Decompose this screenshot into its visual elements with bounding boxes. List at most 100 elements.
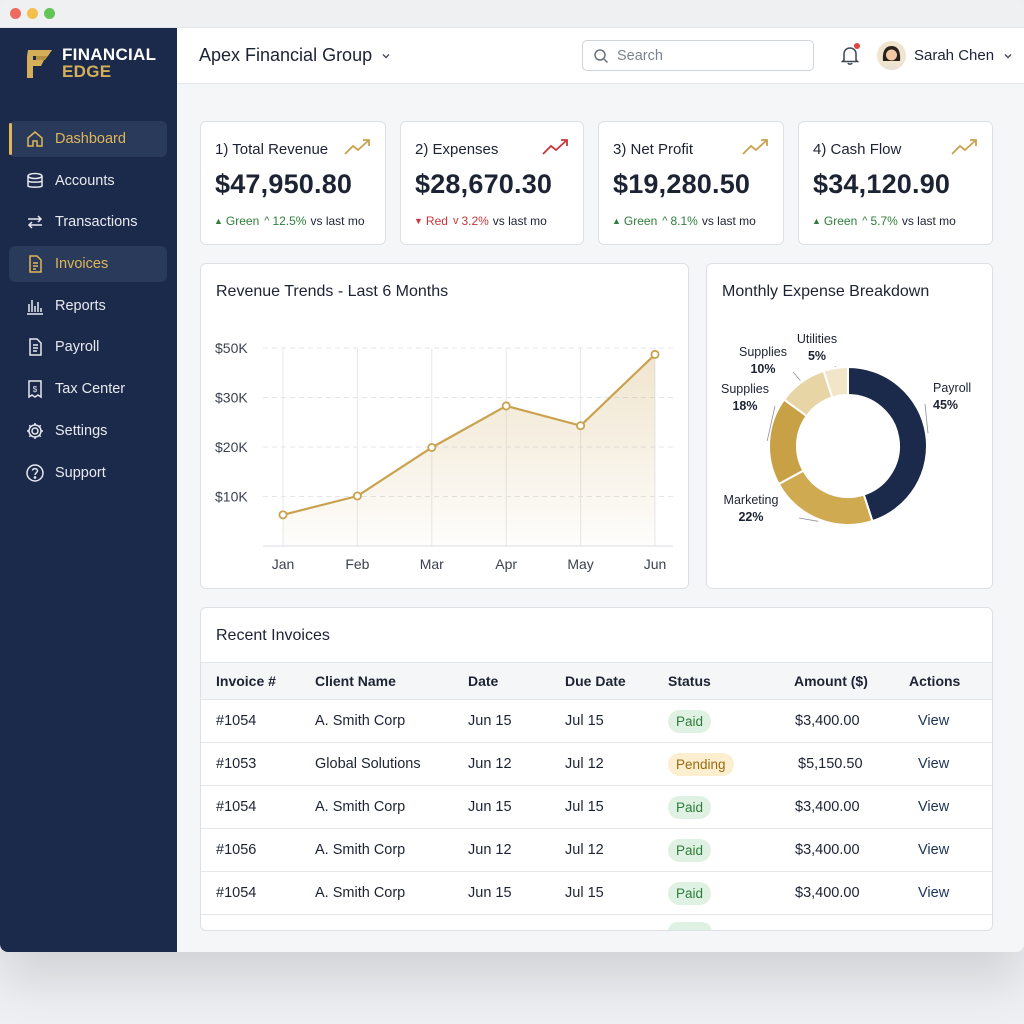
donut-slice[interactable]	[847, 365, 928, 523]
next-row-peek	[668, 922, 712, 930]
kpi-delta: ▲ Green ^ 8.1% vs last mo	[612, 214, 756, 228]
kpi-title: 2) Expenses	[415, 141, 499, 158]
slice-leader-line	[792, 371, 801, 381]
caret-up-icon: ^	[662, 215, 668, 227]
notifications-button[interactable]	[839, 43, 861, 66]
revenue-data-point[interactable]	[650, 349, 660, 359]
revenue-data-point[interactable]	[427, 442, 437, 452]
due-date: Jul 15	[565, 885, 604, 901]
sidebar-item-tax-center[interactable]: $ Tax Center	[9, 371, 167, 407]
kpi-delta-label: Red	[425, 214, 448, 228]
bell-icon	[840, 47, 860, 65]
x-tick-label: Jun	[644, 556, 667, 572]
amount: $3,400.00	[795, 799, 860, 815]
triangle-up-icon: ▲	[612, 216, 621, 226]
kpi-value: $19,280.50	[613, 169, 751, 199]
slice-percent-label: 10%	[750, 362, 775, 376]
donut-slice[interactable]	[777, 469, 874, 526]
kpi-value: $28,670.30	[415, 169, 553, 199]
table-row[interactable]: #1053 Global Solutions Jun 12 Jul 12 Pen…	[201, 743, 992, 786]
maximize-window-button[interactable]	[44, 8, 55, 19]
sidebar-nav: Dashboard Accounts Transactions Invoices…	[9, 121, 167, 496]
invoice-number: #1054	[216, 799, 257, 815]
brand-logo[interactable]: FINANCIAL EDGE	[24, 46, 156, 80]
table-row[interactable]: #1054 A. Smith Corp Jun 15 Jul 15 Paid $…	[201, 872, 992, 915]
sidebar-item-dashboard[interactable]: Dashboard	[9, 121, 167, 157]
table-row[interactable]: #1054 A. Smith Corp Jun 15 Jul 15 Paid $…	[201, 786, 992, 829]
trend-up-icon	[344, 139, 370, 155]
revenue-data-point[interactable]	[576, 421, 586, 431]
sidebar-item-transactions[interactable]: Transactions	[9, 204, 167, 240]
search-input[interactable]: Search	[582, 40, 814, 71]
expense-donut-chart: Payroll 45% Marketing 22% Supplies 18% Supplie…	[721, 332, 971, 526]
view-link[interactable]: View	[918, 756, 950, 772]
client-name: A. Smith Corp	[315, 713, 406, 729]
minimize-window-button[interactable]	[27, 8, 38, 19]
brand-line-2: EDGE	[62, 62, 112, 81]
slice-leader-line	[766, 405, 776, 442]
triangle-up-icon: ▲	[812, 216, 821, 226]
donut-slice[interactable]	[822, 365, 849, 399]
search-placeholder: Search	[617, 47, 663, 64]
sidebar-item-invoices[interactable]: Invoices	[9, 246, 167, 283]
kpi-delta: ▲ Green ^ 5.7% vs last mo	[812, 214, 956, 228]
trend-up-icon	[542, 139, 568, 155]
view-link[interactable]: View	[918, 713, 950, 729]
table-row[interactable]: #1054 A. Smith Corp Jun 15 Jul 15 Paid $…	[201, 700, 992, 743]
view-link[interactable]: View	[918, 799, 950, 815]
amount: $3,400.00	[795, 842, 860, 858]
company-selector[interactable]: Apex Financial Group	[199, 45, 392, 66]
payroll-document-icon	[25, 337, 45, 357]
kpi-delta: ▲ Green ^ 12.5% vs last mo	[214, 214, 365, 228]
status-badge: Paid	[668, 881, 712, 905]
amount: $5,150.50	[798, 756, 863, 772]
sidebar-item-settings[interactable]: Settings	[9, 413, 167, 449]
revenue-data-point[interactable]	[352, 491, 362, 501]
revenue-data-point[interactable]	[278, 510, 288, 520]
column-header-invoice[interactable]: Invoice #	[216, 673, 276, 689]
caret-down-icon: v	[452, 215, 459, 227]
table-row[interactable]: #1056 A. Smith Corp Jun 12 Jul 12 Paid $…	[201, 829, 992, 872]
column-header-due-date[interactable]: Due Date	[565, 673, 626, 689]
column-header-amount[interactable]: Amount ($)	[794, 673, 868, 689]
invoice-date: Jun 15	[468, 885, 512, 901]
kpi-card-total-revenue[interactable]: 1) Total Revenue $47,950.80 ▲ Green ^ 12…	[200, 121, 386, 245]
kpi-card-net-profit[interactable]: 3) Net Profit $19,280.50 ▲ Green ^ 8.1% …	[598, 121, 784, 245]
invoices-title: Recent Invoices	[216, 627, 330, 644]
revenue-line-chart: $10K $20K $30K $50K Jan Feb Mar Apr May Jun	[215, 340, 673, 572]
due-date: Jul 12	[565, 756, 604, 772]
invoice-date: Jun 12	[468, 756, 512, 772]
kpi-card-expenses[interactable]: 2) Expenses $28,670.30 ▼ Red v 3.2% vs l…	[400, 121, 584, 245]
close-window-button[interactable]	[10, 8, 21, 19]
slice-leader-line	[798, 517, 819, 522]
table-header: Invoice # Client Name Date Due Date Stat…	[201, 662, 992, 700]
sidebar-item-payroll[interactable]: Payroll	[9, 329, 167, 365]
column-header-client[interactable]: Client Name	[315, 673, 396, 689]
sidebar-item-support[interactable]: Support	[9, 455, 167, 491]
kpi-delta-suffix: vs last mo	[701, 214, 756, 228]
column-header-actions: Actions	[909, 673, 961, 689]
brand-name: FINANCIAL EDGE	[62, 46, 156, 80]
sidebar-item-label: Reports	[55, 297, 106, 314]
expense-chart-title: Monthly Expense Breakdown	[722, 283, 930, 300]
sidebar-item-reports[interactable]: Reports	[9, 288, 167, 324]
amount: $3,400.00	[795, 713, 860, 729]
slice-name-label: Marketing	[724, 493, 779, 507]
column-header-date[interactable]: Date	[468, 673, 499, 689]
column-header-status[interactable]: Status	[668, 673, 711, 689]
view-link[interactable]: View	[918, 842, 950, 858]
slice-percent-label: 45%	[933, 398, 958, 412]
view-link[interactable]: View	[918, 885, 950, 901]
top-bar: Apex Financial Group Search Sarah Chen	[177, 28, 1024, 84]
user-menu[interactable]: Sarah Chen	[877, 41, 1014, 70]
revenue-data-point[interactable]	[501, 401, 511, 411]
invoice-date: Jun 15	[468, 799, 512, 815]
slice-name-label: Supplies	[721, 382, 769, 396]
due-date: Jul 15	[565, 799, 604, 815]
sidebar-item-label: Payroll	[55, 339, 100, 356]
kpi-card-cash-flow[interactable]: 4) Cash Flow $34,120.90 ▲ Green ^ 5.7% v…	[798, 121, 993, 245]
invoice-date: Jun 15	[468, 713, 512, 729]
sidebar-item-accounts[interactable]: Accounts	[9, 163, 167, 199]
search-icon	[594, 48, 609, 63]
kpi-value: $47,950.80	[215, 169, 353, 199]
